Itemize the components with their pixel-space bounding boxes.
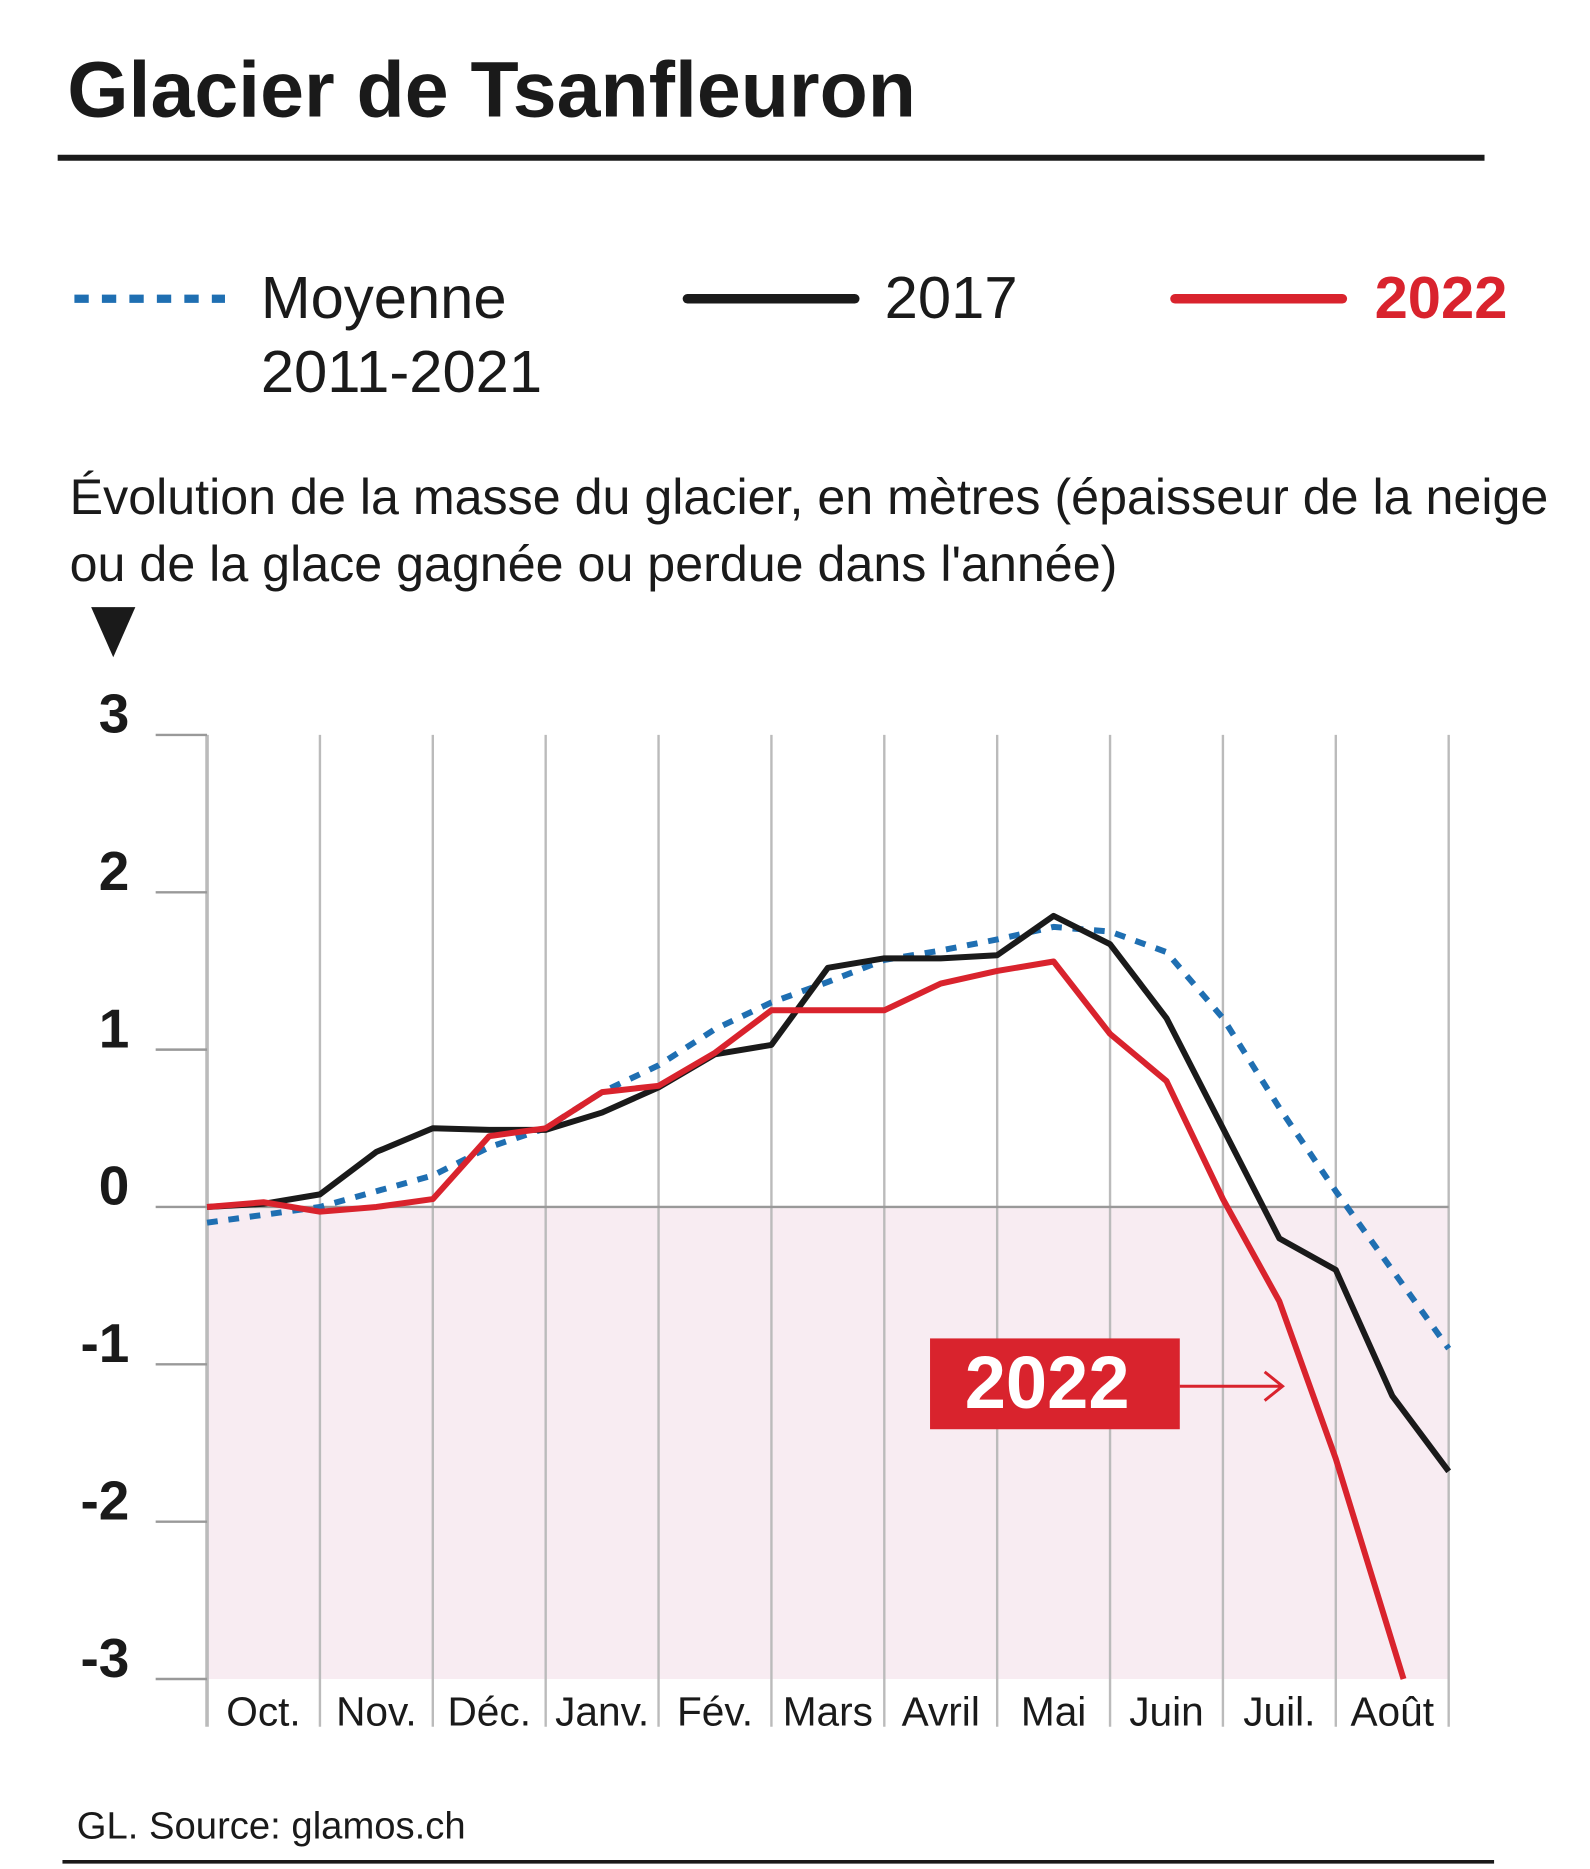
legend-label: Moyenne 2011-2021 <box>260 264 543 406</box>
y-tick-label: 1 <box>99 997 130 1059</box>
series-line <box>206 958 1407 1680</box>
x-tick-label: Déc. <box>447 1689 531 1735</box>
x-tick-label: Nov. <box>336 1689 417 1735</box>
y-tick-label: 0 <box>99 1155 130 1217</box>
legend-label: 2017 <box>884 264 1018 332</box>
negative-zone <box>207 1206 1449 1679</box>
subtitle-box: Évolution de la masse du glacier, en mèt… <box>69 468 1549 592</box>
y-tick-label: -3 <box>80 1627 129 1689</box>
x-tick-label: Juin <box>1129 1689 1204 1735</box>
chart-subtitle: Évolution de la masse du glacier, en mèt… <box>69 468 1549 592</box>
x-tick-label: Mars <box>783 1689 873 1735</box>
y-tick-label: 3 <box>99 683 130 745</box>
y-tick-label: -1 <box>80 1312 129 1374</box>
x-tick-label: Juil. <box>1243 1689 1315 1735</box>
x-tick-label: Oct. <box>226 1689 301 1735</box>
x-tick-label: Fév. <box>677 1689 753 1735</box>
legend-box: 2022 <box>1374 264 1508 332</box>
legend-label: 2022 <box>1374 264 1508 332</box>
series-line <box>206 912 1452 1474</box>
y-tick-label: 2 <box>99 840 130 902</box>
legend-box: Moyenne 2011-2021 <box>260 264 543 406</box>
x-tick-label: Août <box>1350 1689 1434 1735</box>
chart-title: Glacier de Tsanfleuron <box>67 45 916 133</box>
annotation-box <box>930 1338 1180 1430</box>
legend-box: 2017 <box>884 264 1018 332</box>
y-tick-label: -2 <box>80 1469 129 1531</box>
axis-pointer <box>91 607 136 658</box>
annotation-arrow <box>1179 1370 1285 1402</box>
source: GL. Source: glamos.ch <box>77 1804 466 1847</box>
series-line <box>206 923 1452 1351</box>
x-tick-label: Avril <box>902 1689 980 1735</box>
annotation: 2022 <box>965 1341 1130 1424</box>
x-tick-label: Janv. <box>555 1689 649 1735</box>
x-tick-label: Mai <box>1021 1689 1086 1735</box>
